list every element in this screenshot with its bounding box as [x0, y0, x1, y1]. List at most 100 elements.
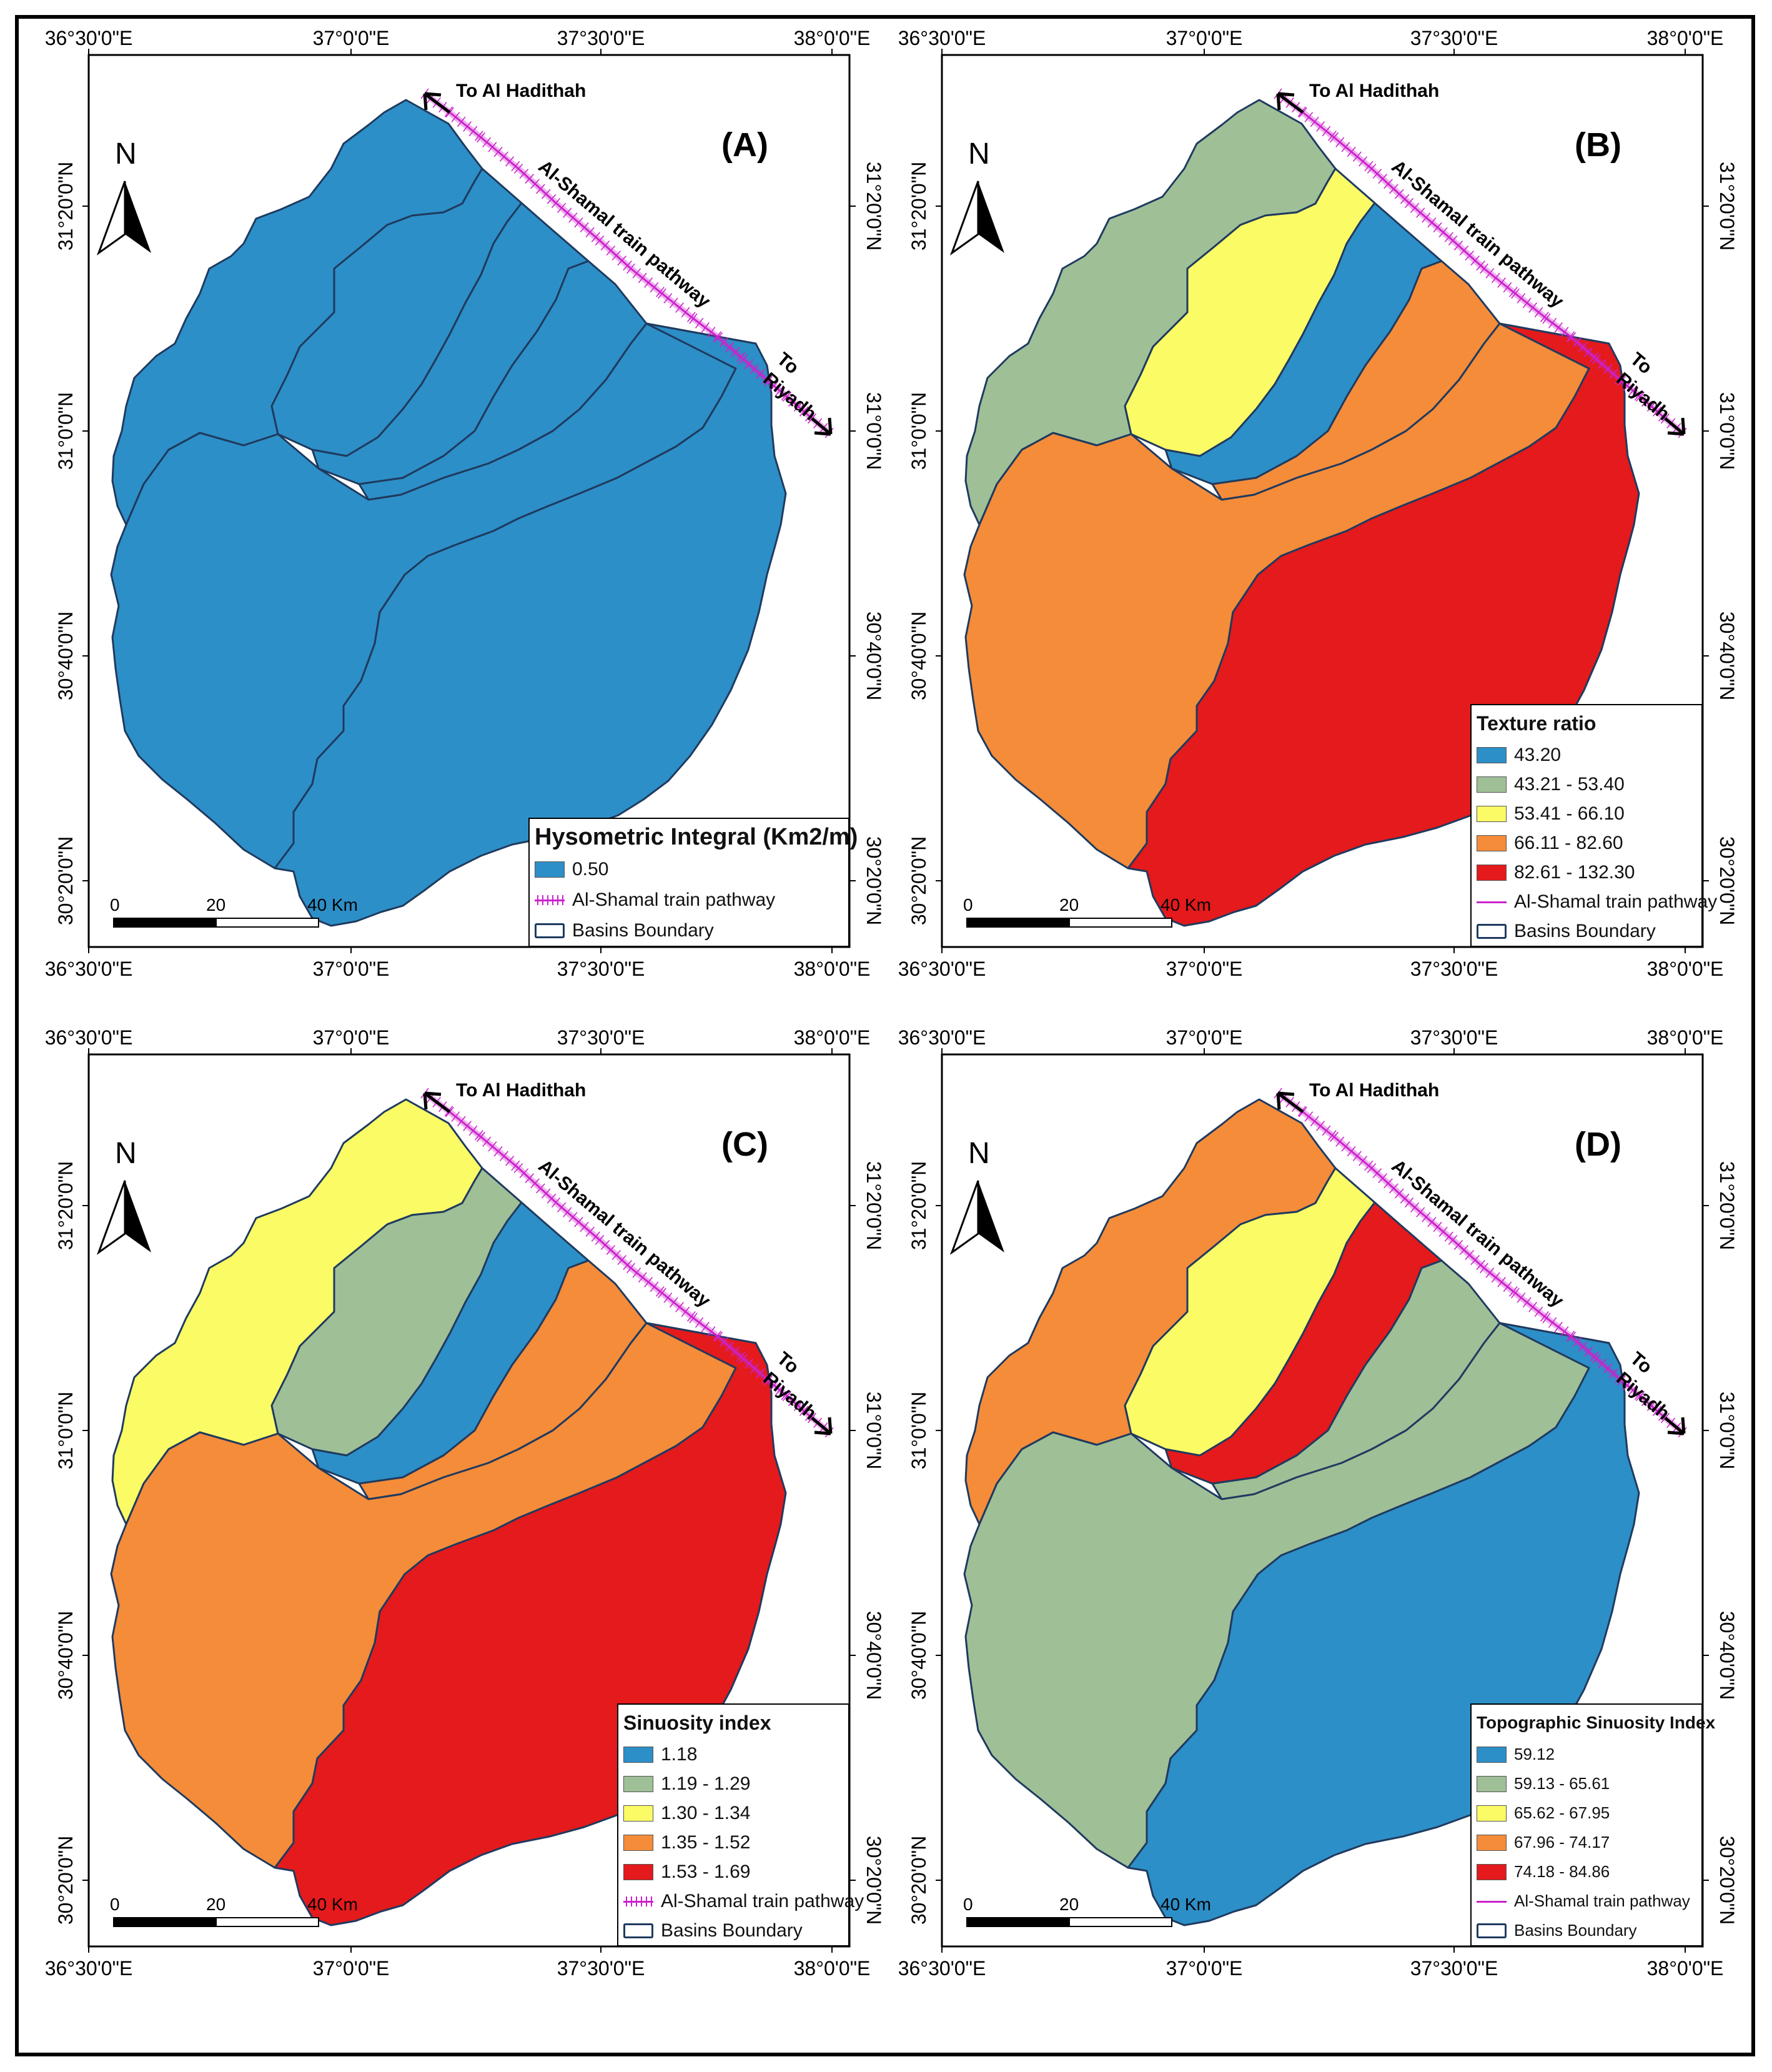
lat-label-left: 31°0'0"N	[908, 1392, 930, 1470]
lon-label-bottom: 37°30'0"E	[557, 1957, 645, 1980]
lat-label-right: 31°20'0"N	[1716, 1161, 1738, 1250]
legend-item: 1.30 - 1.34	[618, 1798, 848, 1828]
lat-label-right: 30°40'0"N	[1716, 1611, 1738, 1700]
legend-swatch	[1477, 1863, 1507, 1880]
legend-item: 1.18	[618, 1740, 848, 1769]
scale-label-20: 20	[206, 895, 225, 915]
rail-symbol-icon	[535, 894, 565, 906]
lon-label-bottom: 36°30'0"E	[898, 1957, 986, 1980]
lon-label-bottom: 37°0'0"E	[313, 958, 390, 980]
lon-label-bottom: 37°30'0"E	[557, 958, 645, 980]
boundary-symbol-icon	[535, 923, 565, 938]
legend-title: Topographic Sinuosity Index	[1477, 1713, 1716, 1732]
arrow-start-icon	[1276, 1091, 1304, 1113]
legend: Sinuosity index 1.18 1.19 - 1.29 1.30 - 1.3…	[617, 1703, 864, 1946]
legend-item-boundary: Basins Boundary	[618, 1916, 848, 1945]
arrow-end-icon	[1664, 1417, 1686, 1435]
scale-label-20: 20	[1059, 895, 1079, 915]
scale-label-40: 40 Km	[1161, 895, 1211, 915]
lat-label-left: 30°40'0"N	[54, 1611, 77, 1700]
legend-item: 74.18 - 84.86	[1472, 1857, 1701, 1886]
scale-bar: 0 20 40 Km	[110, 1895, 358, 1927]
lon-label-top: 38°0'0"E	[1647, 27, 1724, 49]
map-panel-a: To Al Hadithah Al-Shamal train pathway To R…	[19, 19, 900, 1012]
map-panel-b: To Al Hadithah Al-Shamal train pathway To R…	[872, 19, 1753, 1012]
arrow-end-icon	[811, 1417, 833, 1435]
lat-label-right: 31°20'0"N	[863, 1161, 885, 1250]
arrow-end-icon	[1664, 417, 1686, 436]
lat-label-left: 30°20'0"N	[908, 1836, 930, 1925]
legend-item: 82.61 - 132.30	[1472, 858, 1701, 887]
legend-swatch	[1477, 1746, 1507, 1763]
lat-label-left: 31°0'0"N	[908, 392, 930, 470]
lon-label-top: 36°30'0"E	[898, 1026, 986, 1049]
rail-symbol-icon	[1477, 896, 1507, 908]
scale-label-20: 20	[1059, 1895, 1079, 1914]
legend-item: 59.12	[1472, 1740, 1701, 1769]
lon-label-top: 36°30'0"E	[898, 27, 986, 49]
legend-swatch	[535, 861, 565, 878]
legend-item: 59.13 - 65.61	[1472, 1769, 1701, 1798]
legend-item-label: 1.35 - 1.52	[661, 1832, 751, 1853]
legend-title: Hysometric Integral (Km2/m)	[535, 824, 858, 850]
scale-label-0: 0	[110, 895, 120, 915]
legend-item-rail: Al-Shamal train pathway	[618, 1886, 864, 1916]
graticule-labels: 36°30'0"E 36°30'0"E 37°0'0"E 37°0'0"E 37°30'…	[898, 1026, 1738, 1980]
scale-label-40: 40 Km	[307, 895, 358, 915]
lon-label-top: 37°0'0"E	[313, 1026, 390, 1049]
lon-label-bottom: 37°30'0"E	[1410, 958, 1498, 980]
lat-label-right: 31°20'0"N	[863, 162, 885, 250]
north-label: N	[115, 1137, 137, 1170]
rail-symbol-icon	[623, 1895, 653, 1908]
legend-item-label: 1.19 - 1.29	[661, 1773, 751, 1794]
lat-label-left: 30°40'0"N	[908, 1611, 930, 1700]
legend-item: 1.35 - 1.52	[618, 1828, 848, 1857]
rail-symbol-icon	[1477, 1895, 1507, 1908]
rail-line	[1274, 1088, 1687, 1438]
lat-label-left: 30°20'0"N	[54, 1836, 77, 1925]
legend-item-label: 0.50	[572, 858, 609, 880]
legend-item-boundary: Basins Boundary	[530, 915, 848, 946]
scale-bar: 0 20 40 Km	[110, 895, 358, 928]
lon-label-bottom: 38°0'0"E	[1647, 1957, 1724, 1980]
lat-label-left: 31°20'0"N	[54, 162, 77, 250]
north-label: N	[115, 137, 137, 171]
lat-label-left: 30°40'0"N	[54, 612, 77, 700]
lon-label-top: 37°30'0"E	[1410, 1026, 1498, 1049]
rail-line	[420, 1088, 834, 1438]
legend-item: 67.96 - 74.17	[1472, 1828, 1701, 1857]
north-arrow-icon	[949, 181, 1004, 256]
legend-boundary-label: Basins Boundary	[1514, 1921, 1637, 1940]
lat-label-right: 30°20'0"N	[863, 1836, 885, 1925]
legend-rail-label: Al-Shamal train pathway	[1514, 891, 1718, 912]
legend-item-label: 53.41 - 66.10	[1514, 803, 1625, 824]
lat-label-right: 31°20'0"N	[1716, 162, 1738, 250]
legend-item: 43.21 - 53.40	[1472, 770, 1701, 799]
lat-label-left: 31°0'0"N	[54, 392, 77, 470]
legend-item: 53.41 - 66.10	[1472, 799, 1701, 828]
lat-label-right: 31°0'0"N	[863, 1392, 885, 1470]
scale-label-0: 0	[963, 895, 973, 915]
scale-label-40: 40 Km	[307, 1895, 358, 1914]
legend-item-label: 65.62 - 67.95	[1514, 1803, 1610, 1822]
legend-item-label: 74.18 - 84.86	[1514, 1862, 1610, 1881]
legend: Hysometric Integral (Km2/m) 0.50 Al-Shamal…	[528, 818, 858, 947]
legend-item-label: 1.30 - 1.34	[661, 1802, 751, 1823]
boundary-symbol-icon	[1477, 1923, 1507, 1938]
lon-label-bottom: 36°30'0"E	[898, 958, 986, 980]
legend: Topographic Sinuosity Index 59.12 59.13 - …	[1470, 1703, 1716, 1946]
graticule-labels: 36°30'0"E 36°30'0"E 37°0'0"E 37°0'0"E 37°30'…	[45, 27, 885, 980]
lat-label-left: 31°20'0"N	[908, 162, 930, 250]
legend-item-label: 82.61 - 132.30	[1514, 861, 1635, 883]
legend-item-boundary: Basins Boundary	[1472, 1916, 1701, 1945]
legend-item-boundary: Basins Boundary	[1472, 916, 1701, 946]
legend-swatch	[1477, 776, 1507, 793]
lon-label-bottom: 37°0'0"E	[313, 1957, 390, 1980]
legend-swatch	[1477, 805, 1507, 822]
legend-item: 65.62 - 67.95	[1472, 1798, 1701, 1828]
legend-swatch	[623, 1834, 653, 1851]
route-label-start: To Al Hadithah	[1309, 81, 1439, 101]
lon-label-bottom: 37°0'0"E	[1166, 1957, 1243, 1980]
legend-swatch	[623, 1746, 653, 1763]
